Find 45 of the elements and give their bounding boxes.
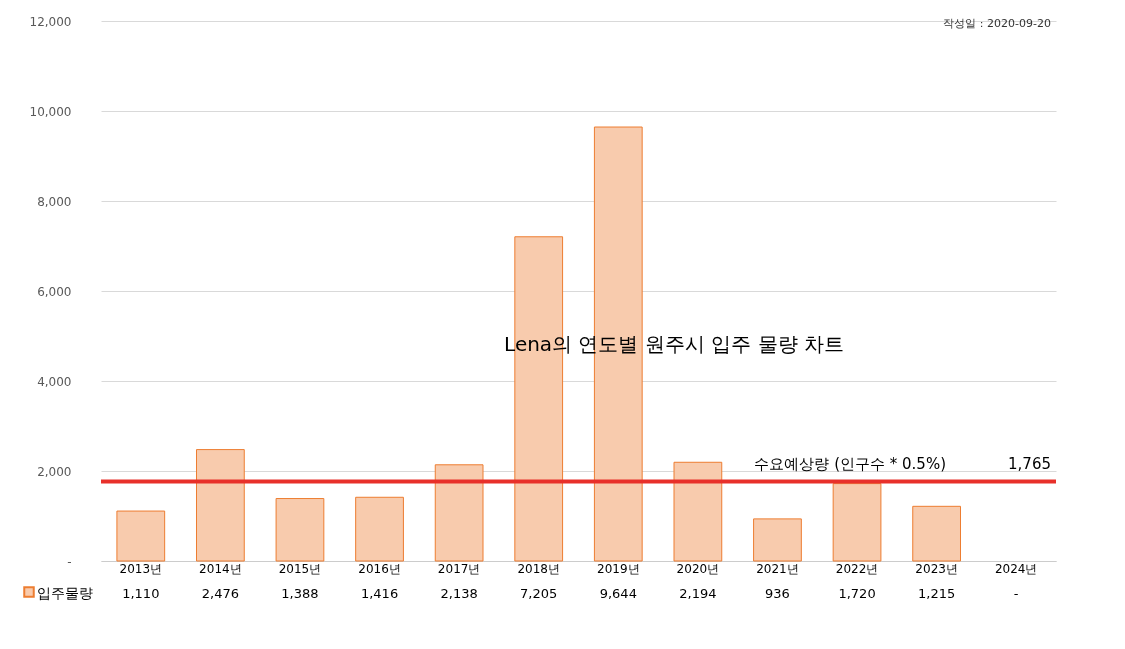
bar — [275, 498, 325, 562]
y-tick-label: 2,000 — [37, 464, 72, 479]
data-label: 2,476 — [201, 586, 239, 601]
x-tick-label: 2013년 — [119, 561, 163, 576]
bar — [196, 449, 245, 562]
bar — [434, 464, 484, 562]
bar — [116, 510, 166, 562]
x-tick-label: 2018년 — [517, 561, 560, 576]
data-label: 2,194 — [679, 586, 717, 601]
data-label: 1,388 — [281, 586, 319, 601]
x-tick-label: 2015년 — [278, 561, 322, 576]
data-label: 9,644 — [599, 586, 637, 601]
bar — [673, 461, 723, 562]
y-tick-label: - — [67, 554, 72, 569]
data-label: 936 — [765, 586, 790, 601]
x-tick-label: 2014년 — [199, 561, 242, 576]
y-tick-label: 4,000 — [37, 374, 72, 389]
y-tick-label: 6,000 — [37, 284, 72, 299]
y-tick-label: 12,000 — [29, 14, 72, 29]
y-tick-label: 8,000 — [37, 194, 72, 209]
text: - — [1013, 586, 1019, 601]
text: Lena의 연도별 원주시 입주 물량 차트 — [504, 332, 844, 356]
bar — [832, 483, 882, 562]
bar — [912, 505, 961, 562]
legend-label: 입주물량 — [37, 585, 93, 601]
data-label: 1,416 — [360, 586, 399, 601]
data-label: 1,110 — [122, 586, 160, 601]
y-tick-label: 10,000 — [29, 104, 72, 119]
data-label: 7,205 — [520, 586, 558, 601]
data-label: 1,215 — [918, 586, 956, 601]
x-tick-label: 2020년 — [676, 561, 720, 576]
x-tick-label: 2017년 — [437, 561, 481, 576]
data-label: 2,138 — [440, 586, 478, 601]
data-label: 1,720 — [838, 586, 876, 601]
x-tick-label: 2016년 — [358, 561, 401, 576]
annotation: 작성일 : 2020-09-20 — [943, 17, 1051, 30]
bar — [355, 496, 404, 562]
x-tick-label: 2023년 — [915, 561, 958, 576]
x-tick-label: 2021년 — [756, 561, 799, 576]
x-tick-label: 2019년 — [597, 561, 640, 576]
x-tick-label: 2022년 — [835, 561, 879, 576]
x-tick-label: 2024년 — [994, 561, 1038, 576]
annotation: 1,765 — [1008, 454, 1051, 473]
ref-line-label: 수요예상량 (인구수 * 0.5%) — [754, 454, 946, 473]
bar — [753, 518, 802, 562]
